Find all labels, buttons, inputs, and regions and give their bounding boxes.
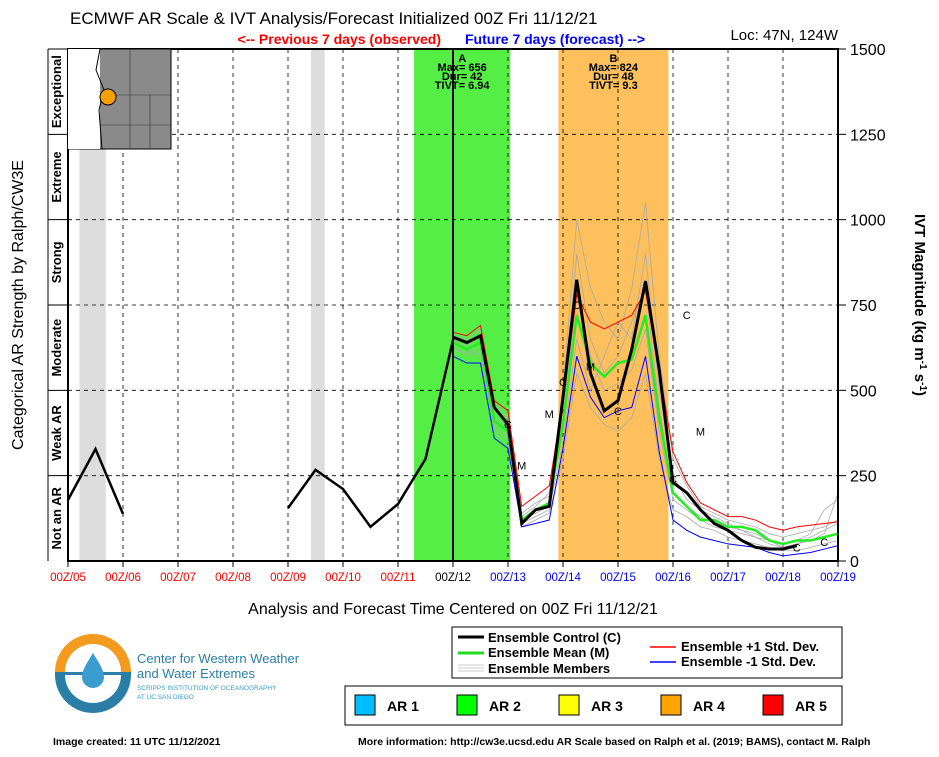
previous-days-label: <-- Previous 7 days (observed) (238, 31, 441, 47)
x-tick-label: 00Z/13 (490, 572, 526, 584)
x-axis-title: Analysis and Forecast Time Centered on 0… (248, 601, 658, 618)
category-label: Not an AR (49, 487, 64, 550)
logo-line-2: and Water Extremes (137, 666, 256, 681)
legend-members: Ensemble Members (488, 661, 610, 676)
ar-event-annotation: TIVT= 9.3 (589, 80, 638, 92)
control-marker-label: C (573, 300, 581, 312)
chart-title: ECMWF AR Scale & IVT Analysis/Forecast I… (70, 9, 598, 28)
legend-minus-sd: Ensemble -1 Std. Dev. (681, 654, 816, 669)
control-marker-label: C (559, 377, 567, 389)
x-tick-label: 00Z/10 (325, 572, 361, 584)
x-tick-label: 00Z/18 (765, 572, 801, 584)
mean-marker-label: M (586, 361, 595, 373)
ar-event-annotation: Max= 656 (438, 62, 487, 74)
control-marker-label: C (504, 419, 512, 431)
legend-control: Ensemble Control (C) (488, 630, 621, 645)
ar-legend-swatch (456, 694, 478, 716)
legend-plus-sd: Ensemble +1 Std. Dev. (681, 639, 819, 654)
x-tick-label: 00Z/17 (710, 572, 746, 584)
x-tick-label: 00Z/08 (215, 572, 251, 584)
y-tick-label: 1000 (850, 213, 886, 230)
more-info-label: More information: http://cw3e.ucsd.edu A… (358, 736, 870, 748)
location-map-inset (67, 48, 172, 150)
observed-ivt-line (286, 339, 455, 529)
x-tick-label: 00Z/09 (270, 572, 306, 584)
y-tick-label: 0 (850, 554, 859, 571)
y-axis-right-title: IVT Magnitude (kg m-1 s-1) (911, 214, 929, 396)
cw3e-logo: Center for Western Weather and Water Ext… (55, 634, 300, 713)
y-axis-left-title: Categorical AR Strength by Ralph/CW3E (10, 160, 27, 450)
ar-event-annotation: A (458, 53, 466, 65)
x-tick-label: 00Z/15 (600, 572, 636, 584)
y-tick-label: 1500 (850, 42, 886, 59)
future-days-label: Future 7 days (forecast) --> (465, 31, 645, 47)
logo-line-1: Center for Western Weather (137, 651, 300, 666)
ar-event-annotation: Max= 824 (589, 62, 639, 74)
control-marker-label: C (669, 474, 677, 486)
legend-mean: Ensemble Mean (M) (488, 645, 609, 660)
control-marker-label: C (614, 406, 622, 418)
y-tick-label: 250 (850, 469, 877, 486)
mean-marker-label: M (545, 409, 554, 421)
mean-marker-label: M (517, 460, 526, 472)
category-label: Exceptional (49, 55, 64, 128)
y-tick-label: 750 (850, 298, 877, 315)
series-legend: Ensemble Control (C) Ensemble Mean (M) E… (451, 626, 843, 679)
control-marker-label: C (793, 542, 801, 554)
location-marker-icon (99, 88, 117, 106)
control-marker-label: C (683, 310, 691, 322)
category-label: Strong (49, 241, 64, 283)
y-tick-label: 500 (850, 383, 877, 400)
ar-legend-label: AR 1 (387, 698, 419, 714)
x-tick-label: 00Z/14 (545, 572, 581, 584)
category-label: Weak AR (49, 405, 64, 461)
image-created-label: Image created: 11 UTC 11/12/2021 (53, 736, 221, 748)
ar-event-annotation: TIVT= 6.94 (435, 80, 491, 92)
category-label: Extreme (49, 151, 64, 202)
control-marker-label: C (820, 537, 828, 549)
x-tick-label: 00Z/12 (435, 572, 471, 584)
x-tick-label: 00Z/11 (381, 572, 416, 584)
ar-legend-label: AR 5 (795, 698, 827, 714)
x-tick-label: 00Z/06 (105, 572, 141, 584)
ar-event-annotation: Dur= 42 (442, 71, 483, 83)
location-label: Loc: 47N, 124W (730, 27, 838, 44)
ar-event-annotation: B (609, 53, 617, 65)
x-tick-label: 00Z/16 (655, 572, 691, 584)
plus-std-dev-line (452, 289, 839, 531)
ar-category-legend: AR 1 AR 2 AR 3 AR 4 AR 5 (344, 685, 843, 726)
ar-legend-label: AR 2 (489, 698, 521, 714)
ar-legend-swatch (660, 694, 682, 716)
x-tick-label: 00Z/07 (160, 572, 196, 584)
x-tick-label: 00Z/05 (50, 572, 86, 584)
ensemble-control-line (452, 279, 798, 551)
mean-marker-label: M (696, 426, 705, 438)
observed-ivt-line (66, 446, 125, 515)
ar-legend-swatch (762, 694, 784, 716)
category-label: Moderate (49, 319, 64, 377)
ar-legend-swatch (558, 694, 580, 716)
ar-event-annotation: Dur= 48 (593, 71, 634, 83)
ar-legend-swatch (354, 694, 376, 716)
y-tick-label: 1250 (850, 127, 886, 144)
logo-line-3: SCRIPPS INSTITUTION OF OCEANOGRAPHY (137, 685, 277, 692)
ar-legend-label: AR 3 (591, 698, 623, 714)
ar-legend-label: AR 4 (693, 698, 725, 714)
x-tick-label: 00Z/19 (820, 572, 856, 584)
logo-line-4: AT UC SAN DIEGO (137, 694, 194, 701)
